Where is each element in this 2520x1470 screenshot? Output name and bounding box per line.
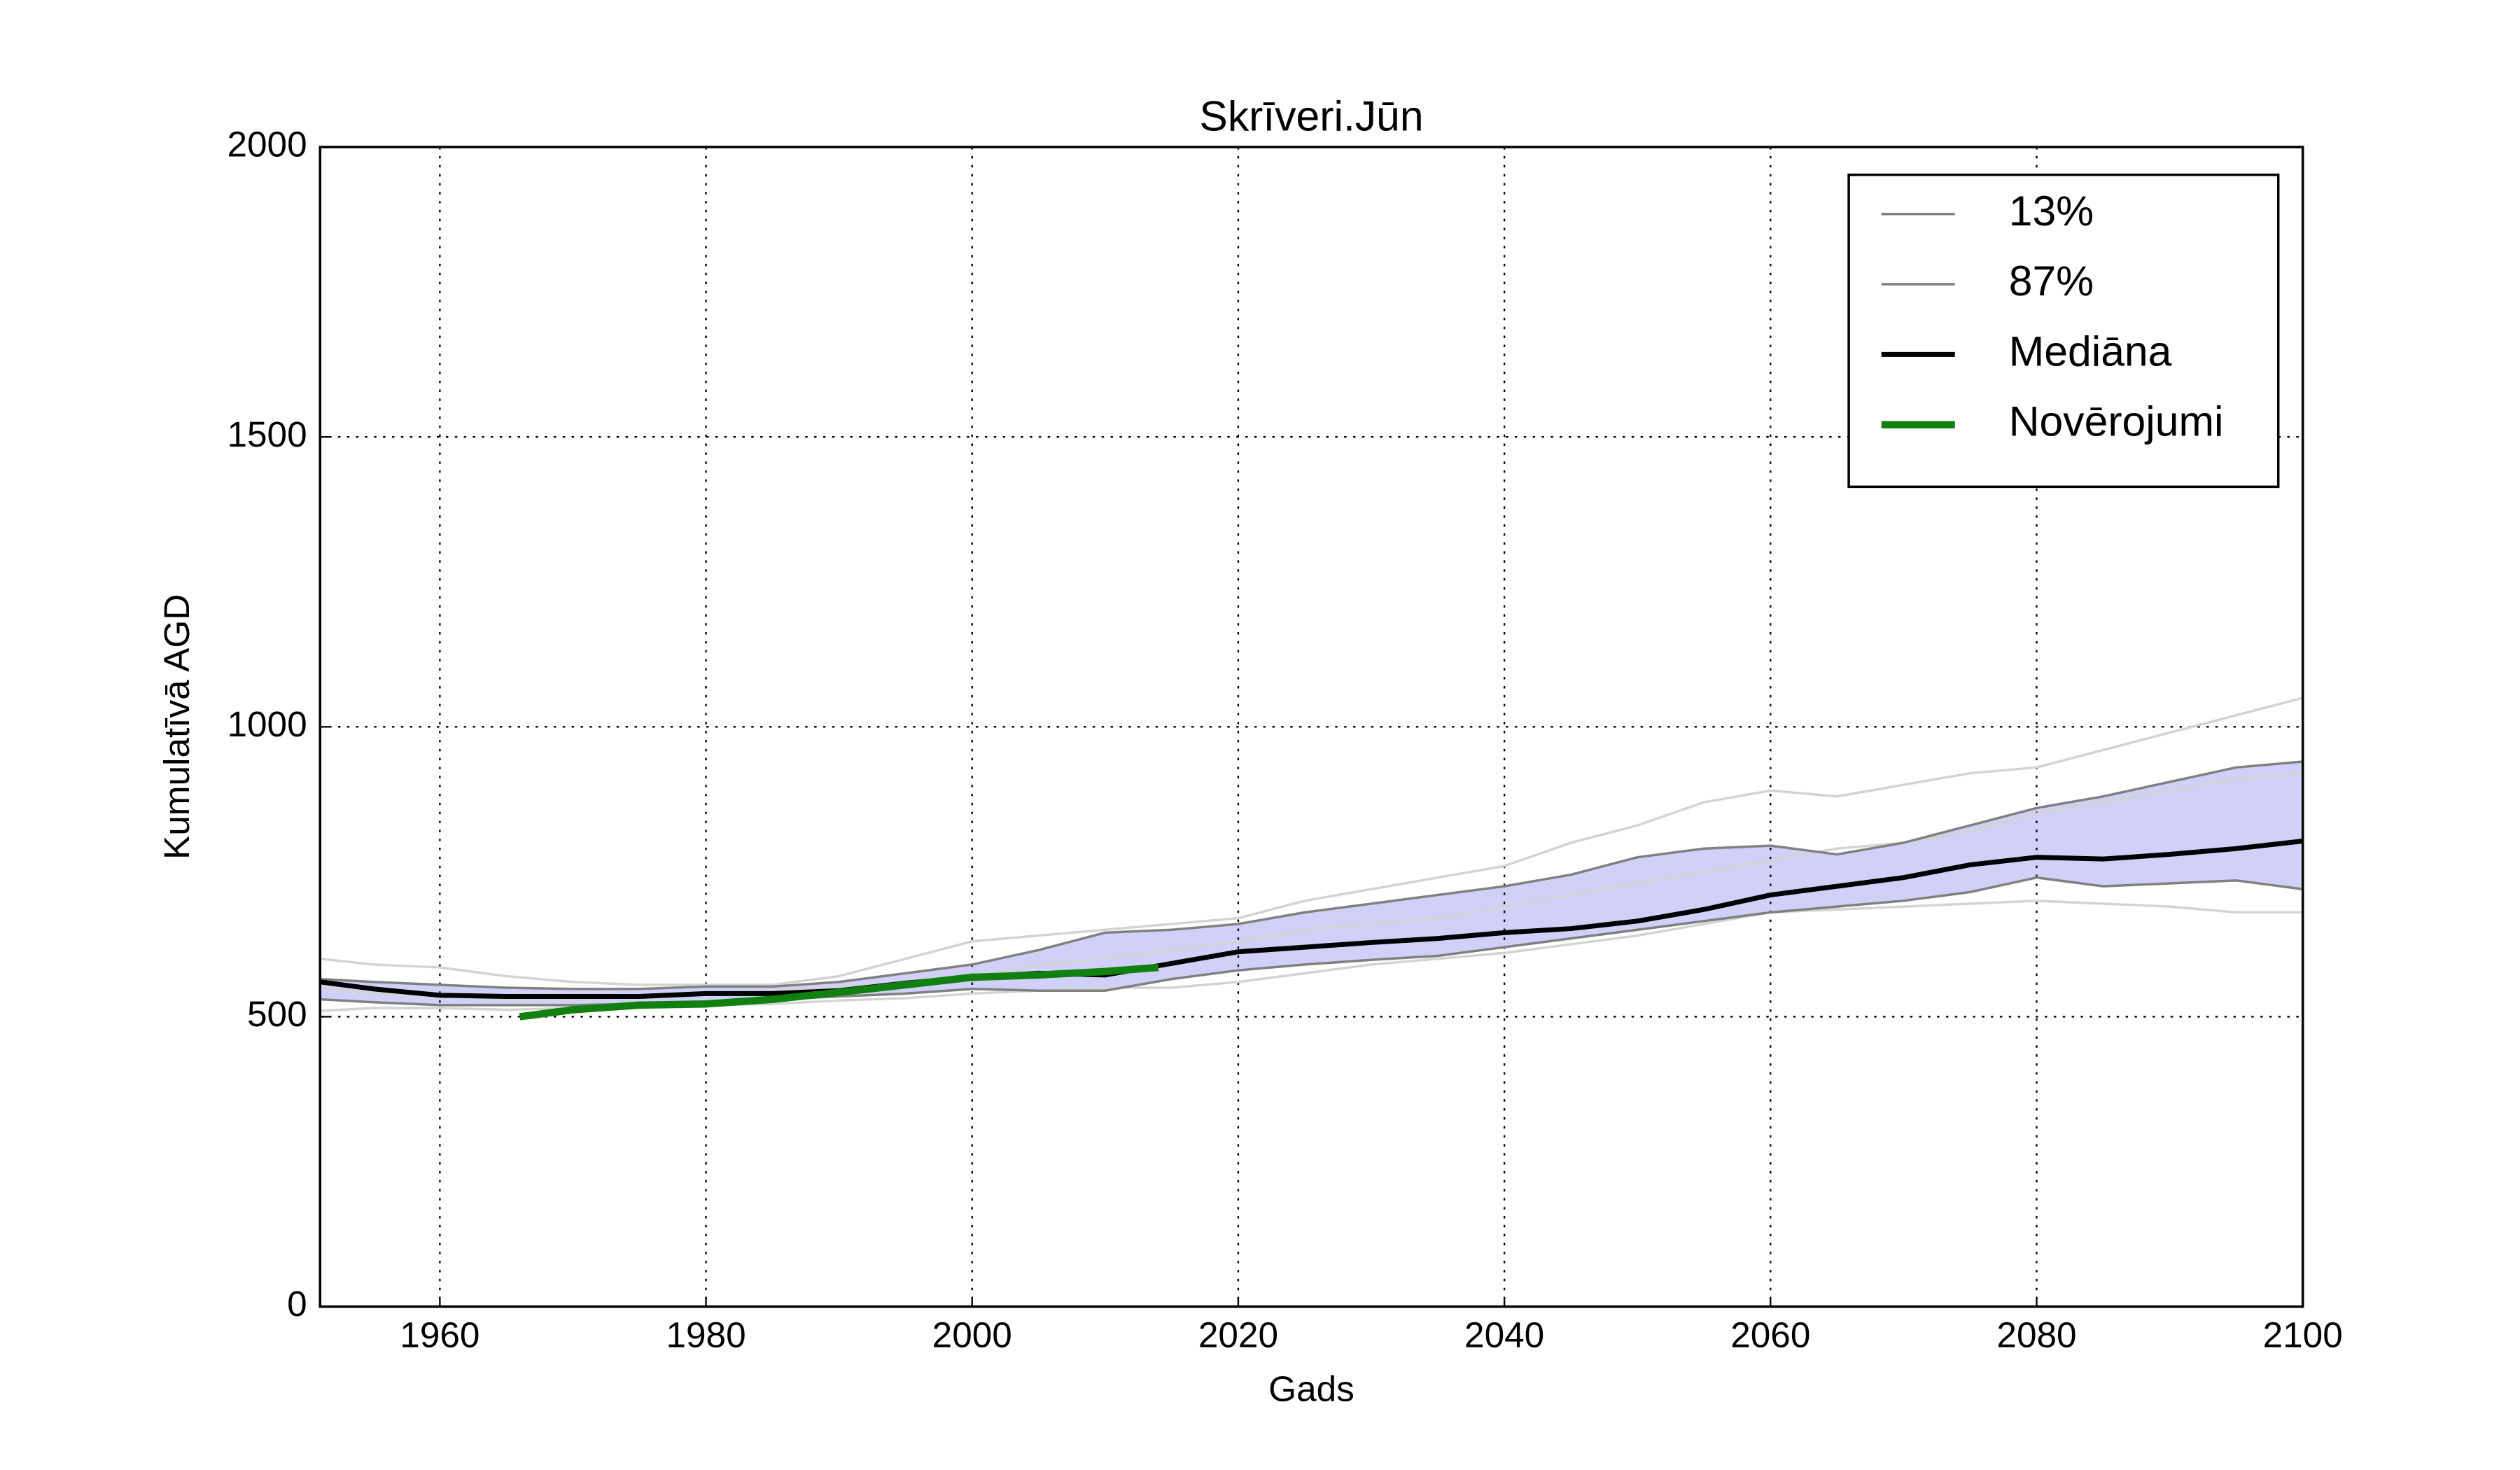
x-tick-label: 2060	[1730, 1315, 1810, 1354]
x-tick-label: 2020	[1198, 1315, 1278, 1354]
series-line	[320, 839, 2303, 999]
x-tick-label: 2040	[1464, 1315, 1544, 1354]
y-tick-label: 2000	[227, 125, 307, 164]
plot-frame	[318, 146, 2304, 1308]
y-tick-label: 1500	[227, 414, 307, 454]
x-tick-label: 1980	[666, 1315, 746, 1354]
x-tick-label: 2100	[2263, 1315, 2343, 1354]
x-tick-label: 2080	[1996, 1315, 2076, 1354]
ensemble-line	[320, 696, 2303, 986]
legend-label: Novērojumi	[2009, 398, 2224, 445]
series-line	[320, 760, 2303, 990]
series-line	[519, 963, 1159, 1021]
y-tick-label: 1000	[227, 704, 307, 744]
legend-box	[1847, 173, 2280, 489]
x-tick-label: 1960	[400, 1315, 479, 1354]
y-tick-label: 500	[247, 994, 307, 1034]
x-axis-label: Gads	[1268, 1368, 1354, 1408]
legend-label: 13%	[2009, 187, 2094, 234]
chart-title: Skrīveri.Jūn	[1199, 92, 1423, 139]
legend-label: Mediāna	[2009, 327, 2172, 374]
y-axis-label: Kumulatīvā AGD	[157, 594, 197, 860]
band	[320, 762, 2303, 1005]
x-tick-label: 2000	[932, 1315, 1012, 1354]
y-tick-label: 0	[287, 1284, 307, 1324]
ensemble-line	[320, 771, 2303, 1001]
legend-label: 87%	[2009, 257, 2094, 304]
